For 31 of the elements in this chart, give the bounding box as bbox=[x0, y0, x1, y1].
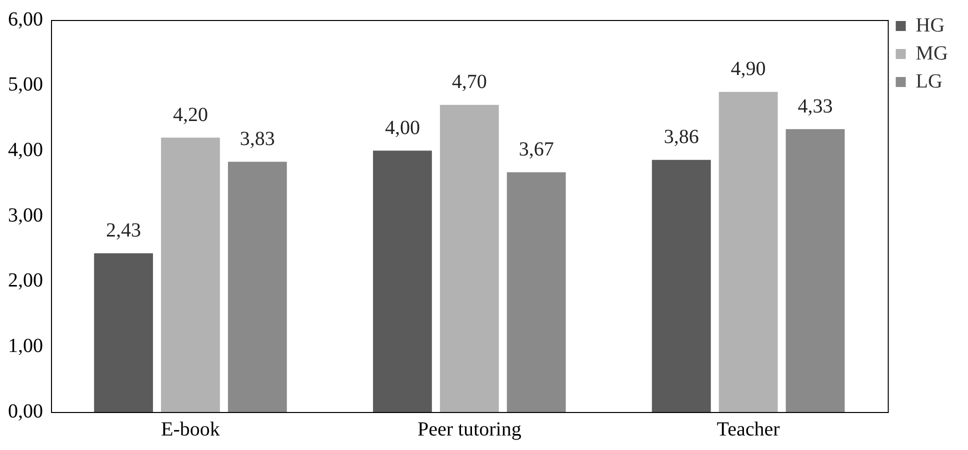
bar bbox=[786, 129, 845, 412]
x-tick-label: E-book bbox=[161, 418, 220, 440]
data-label: 4,00 bbox=[384, 116, 420, 139]
legend-label: HG bbox=[916, 14, 945, 36]
data-label: 4,33 bbox=[798, 95, 833, 118]
bar bbox=[228, 162, 287, 412]
data-label: 3,67 bbox=[518, 138, 554, 160]
y-tick-label: 1,00 bbox=[8, 334, 43, 357]
bar bbox=[652, 160, 711, 412]
bar bbox=[506, 172, 566, 412]
y-tick-label: 5,00 bbox=[8, 74, 43, 96]
bar bbox=[161, 138, 220, 412]
legend-label: MG bbox=[916, 42, 948, 64]
y-tick-label: 6,00 bbox=[8, 8, 43, 30]
bar bbox=[94, 253, 153, 412]
bar bbox=[718, 92, 778, 412]
y-tick-label: 3,00 bbox=[8, 204, 43, 226]
data-label: 4,70 bbox=[452, 71, 487, 94]
y-tick-label: 4,00 bbox=[8, 138, 43, 161]
legend-label: LG bbox=[916, 70, 942, 92]
x-tick-label: Peer tutoring bbox=[417, 418, 522, 440]
data-label: 3,86 bbox=[664, 126, 699, 148]
bar bbox=[372, 150, 432, 412]
data-label: 3,83 bbox=[240, 128, 275, 150]
y-tick-label: 2,00 bbox=[8, 270, 43, 292]
data-label: 4,20 bbox=[172, 104, 208, 126]
bar bbox=[440, 104, 499, 412]
data-label: 2,43 bbox=[106, 219, 142, 242]
data-label: 4,90 bbox=[730, 58, 766, 80]
x-tick-label: Teacher bbox=[716, 418, 780, 440]
y-tick-label: 0,00 bbox=[8, 400, 43, 422]
